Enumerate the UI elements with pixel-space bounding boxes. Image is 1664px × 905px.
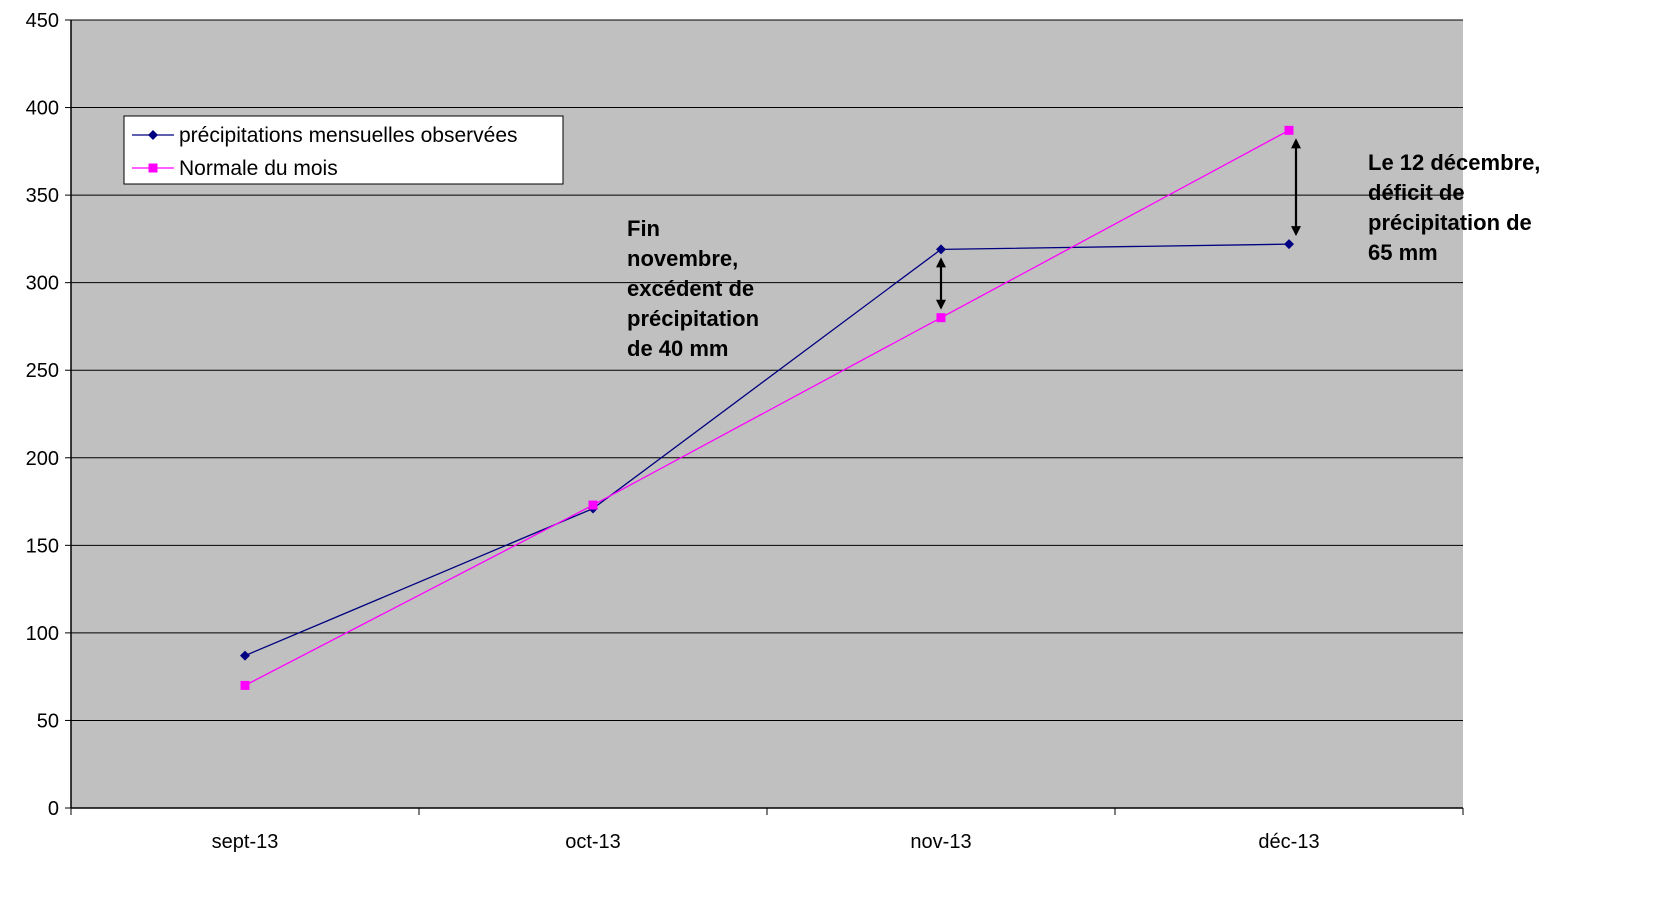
x-tick-label: déc-13	[1258, 831, 1319, 853]
legend-marker	[148, 130, 158, 140]
y-tick-label: 400	[26, 98, 59, 120]
series-2	[240, 125, 1294, 690]
x-axis-ticks: sept-13 oct-13 nov-13 déc-13	[70, 808, 1464, 853]
gridlines	[71, 19, 1463, 721]
x-tick-label: oct-13	[565, 831, 621, 853]
annotation-text-line: précipitation	[627, 306, 759, 331]
annotation-text-line: novembre,	[627, 246, 738, 271]
y-tick-label: 0	[48, 798, 59, 820]
y-tick-label: 300	[26, 273, 59, 295]
y-tick-label: 100	[26, 623, 59, 645]
y-tick-label: 350	[26, 185, 59, 207]
y-tick-label: 150	[26, 535, 59, 557]
annotation-text-line: excédent de	[627, 276, 754, 301]
annotation-text-line: de 40 mm	[627, 336, 729, 361]
annotation-text-line: déficit de	[1368, 180, 1465, 205]
annotation-2: Le 12 décembre, déficit de précipitation d…	[1291, 138, 1540, 265]
y-axis-ticks: 0 50 100 150 200 250 300 350 400 450	[26, 10, 71, 820]
series-line	[244, 243, 1290, 657]
data-point	[936, 244, 946, 255]
legend-label: précipitations mensuelles observées	[179, 124, 518, 147]
data-point	[588, 500, 598, 510]
data-point	[936, 313, 946, 323]
legend-item-1: précipitations mensuelles observées	[132, 124, 518, 147]
annotation-text-line: Fin	[627, 216, 660, 241]
legend-item-2: Normale du mois	[132, 157, 338, 180]
y-tick-label: 200	[26, 448, 59, 470]
annotation-text-line: 65 mm	[1368, 240, 1438, 265]
data-point	[1284, 239, 1294, 250]
x-tick-label: nov-13	[910, 831, 971, 853]
annotation-1: Fin novembre, excédent de précipitation de 4…	[627, 216, 946, 361]
legend-label: Normale du mois	[179, 157, 338, 180]
data-point	[1284, 125, 1294, 135]
annotations: Fin novembre, excédent de précipitation de 4…	[627, 138, 1540, 361]
y-tick-label: 450	[26, 10, 59, 32]
series-line	[244, 129, 1290, 686]
y-tick-label: 250	[26, 360, 59, 382]
annotation-text-line: Le 12 décembre,	[1368, 150, 1540, 175]
data-point	[240, 650, 250, 661]
legend-marker	[148, 163, 158, 173]
y-tick-label: 50	[37, 710, 59, 732]
x-tick-label: sept-13	[212, 831, 279, 853]
legend: précipitations mensuelles observées Norma…	[123, 115, 564, 185]
legend-box	[123, 115, 564, 185]
annotation-text-line: précipitation de	[1368, 210, 1532, 235]
series-group	[240, 125, 1294, 690]
data-point	[240, 680, 250, 690]
